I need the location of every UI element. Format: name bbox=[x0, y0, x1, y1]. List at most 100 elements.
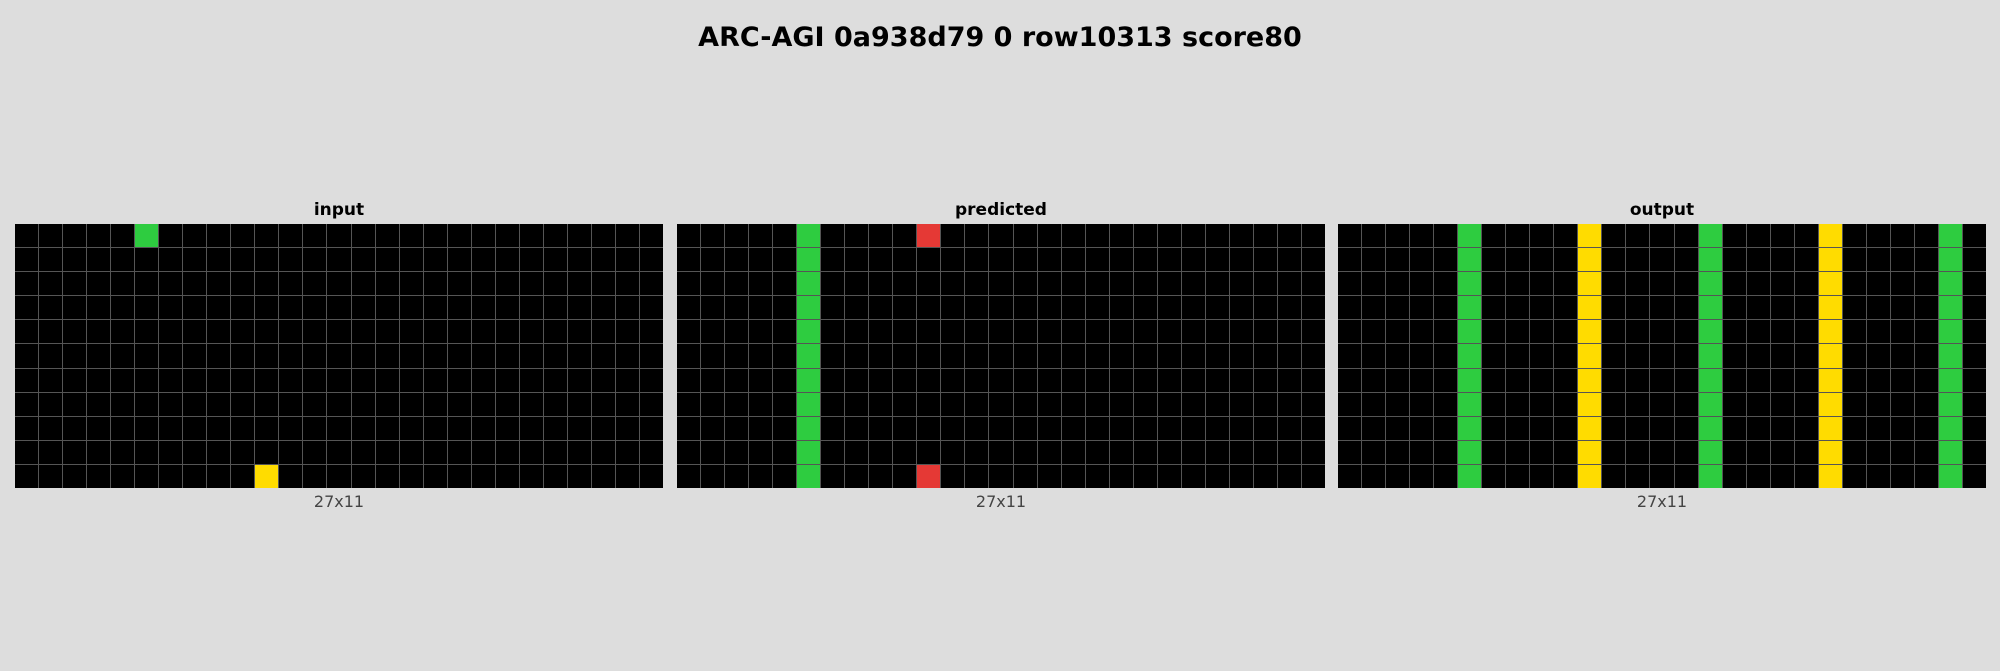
grid-cell bbox=[1013, 392, 1037, 416]
grid-cell bbox=[567, 320, 591, 344]
grid-cell bbox=[1674, 416, 1698, 440]
grid-cell bbox=[1458, 272, 1482, 296]
grid-cell bbox=[399, 248, 423, 272]
grid-cell bbox=[989, 344, 1013, 368]
grid-cell bbox=[1698, 464, 1722, 488]
grid-cell bbox=[39, 392, 63, 416]
grid-cell bbox=[1277, 224, 1301, 248]
grid-cell bbox=[917, 224, 941, 248]
grid-cell bbox=[1794, 272, 1818, 296]
grid-cell bbox=[1842, 416, 1866, 440]
grid-cell bbox=[797, 344, 821, 368]
grid-cell bbox=[773, 296, 797, 320]
grid-cell bbox=[87, 440, 111, 464]
grid-cell bbox=[519, 320, 543, 344]
grid-cell bbox=[1338, 392, 1362, 416]
grid-cell bbox=[1410, 440, 1434, 464]
grid-cell bbox=[423, 224, 447, 248]
grid-cell bbox=[183, 344, 207, 368]
grid-cell bbox=[1205, 464, 1229, 488]
grid-cell bbox=[495, 320, 519, 344]
grid-cell bbox=[591, 248, 615, 272]
grid-cell bbox=[1253, 248, 1277, 272]
grid-cell bbox=[1061, 272, 1085, 296]
grid-cell bbox=[423, 464, 447, 488]
grid-cell bbox=[1626, 248, 1650, 272]
grid-cell bbox=[1410, 224, 1434, 248]
grid-cell bbox=[1914, 464, 1938, 488]
grid-cell bbox=[677, 440, 701, 464]
grid-cell bbox=[279, 272, 303, 296]
grid-cell bbox=[471, 272, 495, 296]
grid-cell bbox=[279, 296, 303, 320]
grid-cell bbox=[1133, 272, 1157, 296]
grid-cell bbox=[725, 440, 749, 464]
grid-cell bbox=[1458, 344, 1482, 368]
grid-cell bbox=[255, 224, 279, 248]
output-panel: output 27x11 bbox=[1338, 198, 1986, 511]
grid-cell bbox=[351, 368, 375, 392]
grid-cell bbox=[989, 392, 1013, 416]
grid-cell bbox=[615, 224, 639, 248]
grid-cell bbox=[159, 320, 183, 344]
grid-cell bbox=[39, 464, 63, 488]
grid-cell bbox=[639, 248, 663, 272]
grid-cell bbox=[1602, 392, 1626, 416]
grid-cell bbox=[1866, 320, 1890, 344]
grid-cell bbox=[869, 344, 893, 368]
grid-cell bbox=[1482, 344, 1506, 368]
grid-cell bbox=[39, 440, 63, 464]
grid-cell bbox=[1085, 416, 1109, 440]
grid-cell bbox=[639, 464, 663, 488]
grid-cell bbox=[87, 392, 111, 416]
grid-cell bbox=[279, 440, 303, 464]
grid-cell bbox=[1578, 368, 1602, 392]
grid-cell bbox=[639, 296, 663, 320]
grid-cell bbox=[519, 440, 543, 464]
grid-cell bbox=[111, 440, 135, 464]
grid-cell bbox=[1386, 392, 1410, 416]
grid-cell bbox=[615, 248, 639, 272]
grid-cell bbox=[1458, 248, 1482, 272]
grid-cell bbox=[1458, 368, 1482, 392]
grid-cell bbox=[1410, 248, 1434, 272]
grid-cell bbox=[1530, 344, 1554, 368]
grid-cell bbox=[1962, 224, 1986, 248]
grid-cell bbox=[1746, 224, 1770, 248]
grid-cell bbox=[207, 296, 231, 320]
grid-cell bbox=[303, 248, 327, 272]
grid-cell bbox=[821, 344, 845, 368]
grid-cell bbox=[1626, 440, 1650, 464]
grid-cell bbox=[567, 248, 591, 272]
grid-cell bbox=[1386, 272, 1410, 296]
grid-cell bbox=[965, 272, 989, 296]
grid-cell bbox=[543, 392, 567, 416]
grid-cell bbox=[1890, 272, 1914, 296]
grid-cell bbox=[1602, 248, 1626, 272]
grid-cell bbox=[279, 248, 303, 272]
grid-cell bbox=[1554, 368, 1578, 392]
grid-cell bbox=[1578, 464, 1602, 488]
grid-cell bbox=[1506, 416, 1530, 440]
grid-cell bbox=[1133, 392, 1157, 416]
grid-cell bbox=[1301, 224, 1325, 248]
grid-cell bbox=[1061, 368, 1085, 392]
grid-cell bbox=[701, 272, 725, 296]
grid-cell bbox=[543, 440, 567, 464]
grid-cell bbox=[1338, 416, 1362, 440]
grid-cell bbox=[845, 248, 869, 272]
grid-cell bbox=[1181, 464, 1205, 488]
grid-cell bbox=[1506, 440, 1530, 464]
grid-cell bbox=[495, 416, 519, 440]
grid-cell bbox=[399, 296, 423, 320]
grid-cell bbox=[1362, 296, 1386, 320]
grid-cell bbox=[1109, 416, 1133, 440]
grid-cell bbox=[941, 368, 965, 392]
grid-cell bbox=[1722, 416, 1746, 440]
grid-cell bbox=[1277, 248, 1301, 272]
grid-cell bbox=[1866, 440, 1890, 464]
grid-cell bbox=[447, 296, 471, 320]
grid-cell bbox=[845, 368, 869, 392]
grid-cell bbox=[1650, 296, 1674, 320]
grid-cell bbox=[351, 224, 375, 248]
